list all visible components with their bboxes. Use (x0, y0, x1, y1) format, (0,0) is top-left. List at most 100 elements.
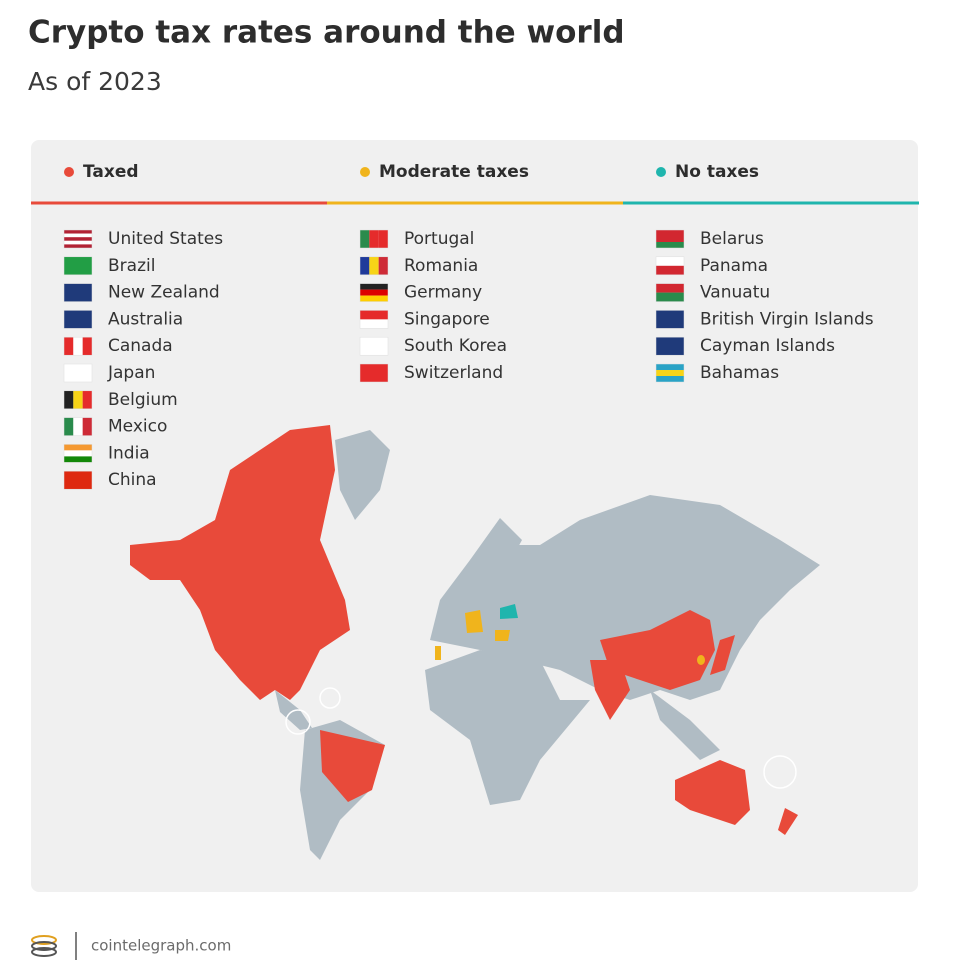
flag (64, 310, 92, 329)
flag (64, 417, 74, 436)
flag (64, 456, 92, 463)
flag-border (63, 417, 93, 436)
flag-border (359, 229, 389, 249)
flag (360, 283, 388, 290)
legend-dot (64, 167, 74, 177)
flag (656, 370, 684, 376)
country-name: Canada (108, 336, 173, 356)
flag-border (63, 256, 93, 276)
legend-heading: No taxes (675, 162, 759, 182)
region (495, 630, 510, 641)
title: Crypto tax rates around the world (28, 15, 625, 51)
country-name: Brazil (108, 256, 155, 276)
region (600, 610, 715, 690)
flag-border (655, 336, 685, 356)
flag (73, 337, 83, 356)
country-name: Panama (700, 256, 768, 276)
flag (82, 337, 92, 356)
region (697, 655, 705, 665)
flag (656, 236, 684, 242)
flag (64, 233, 92, 238)
flag (378, 230, 388, 248)
source: cointelegraph.com (91, 937, 231, 955)
flag (369, 230, 379, 248)
country-name: Germany (404, 283, 482, 303)
flag (656, 265, 684, 275)
flag-border (63, 336, 93, 356)
subtitle: As of 2023 (28, 67, 162, 96)
land (470, 518, 522, 580)
region (778, 808, 798, 835)
flag (360, 295, 388, 302)
flag (64, 240, 92, 245)
flag (656, 292, 684, 302)
flag-border (359, 310, 389, 329)
flag (656, 310, 684, 329)
legend-heading: Moderate taxes (379, 162, 529, 182)
flag (360, 319, 388, 329)
flag (64, 390, 74, 409)
flag-border (63, 390, 93, 410)
region (675, 760, 750, 825)
highlight-circle (319, 687, 341, 709)
region (130, 425, 350, 700)
flag-border (655, 283, 685, 302)
flag (64, 337, 74, 356)
country-name: Belarus (700, 229, 764, 249)
flag (360, 337, 388, 356)
country-name: British Virgin Islands (700, 309, 874, 329)
country-name: New Zealand (108, 283, 220, 303)
flag-border (63, 310, 93, 329)
flag (82, 417, 92, 436)
land (425, 650, 590, 805)
country-name: Singapore (404, 309, 490, 329)
flag-border (359, 336, 389, 356)
region (320, 730, 385, 802)
flag-border (655, 229, 685, 249)
country-name: South Korea (404, 336, 507, 356)
flag-border (63, 363, 93, 383)
flag (656, 283, 684, 293)
flag (73, 390, 83, 409)
flag (656, 376, 684, 382)
flag-border (63, 444, 93, 463)
flag-border (359, 283, 389, 302)
country-name: Romania (404, 256, 478, 276)
flag (64, 230, 92, 234)
country-name: Vanuatu (700, 283, 770, 303)
flag (656, 242, 684, 248)
flag (360, 256, 370, 275)
region (435, 646, 441, 660)
flag (82, 390, 92, 409)
flag-border (359, 363, 389, 383)
flag-border (655, 363, 685, 383)
flag-border (655, 310, 685, 329)
flag (360, 364, 388, 382)
legend-dot (360, 167, 370, 177)
flag-border (359, 256, 389, 276)
flag (378, 256, 388, 275)
country-name: China (108, 470, 157, 490)
flag-border (655, 256, 685, 276)
region (500, 604, 518, 619)
flag (64, 283, 92, 302)
flag (360, 289, 388, 296)
highlight-circle (285, 709, 311, 735)
country-name: Switzerland (404, 363, 503, 383)
flag (369, 256, 379, 275)
flag (656, 337, 684, 356)
flag (64, 450, 92, 457)
flag (64, 244, 92, 248)
region (465, 610, 483, 633)
flag (360, 230, 370, 248)
land (275, 690, 312, 730)
flag (656, 364, 684, 370)
flag (64, 237, 92, 241)
land (650, 690, 720, 760)
flag-border (63, 470, 93, 490)
panel (31, 140, 918, 892)
flag (64, 471, 92, 490)
flag (64, 444, 92, 451)
